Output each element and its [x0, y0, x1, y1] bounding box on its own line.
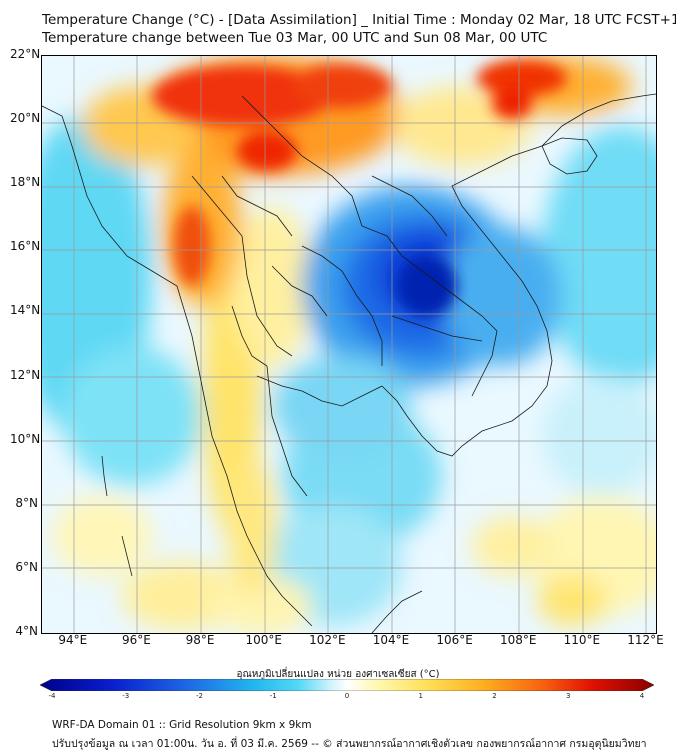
lat-tick-label: 12°N: [10, 367, 41, 382]
chart-subtitle: Temperature change between Tue 03 Mar, 0…: [42, 30, 548, 46]
lon-tick-label: 98°E: [185, 633, 215, 647]
lat-tick-label: 10°N: [10, 431, 41, 446]
lat-tick-label: 16°N: [10, 239, 41, 254]
footer-model-info: WRF-DA Domain 01 :: Grid Resolution 9km …: [52, 719, 312, 731]
footer-update-info: ปรับปรุงข้อมูล ณ เวลา 01:00น. วัน อ. ที่…: [52, 738, 647, 750]
colorbar-tick-label: 4: [639, 692, 645, 700]
lon-tick-label: 108°E: [499, 633, 537, 647]
lon-tick-label: 104°E: [372, 633, 410, 647]
lat-tick-label: 14°N: [10, 303, 41, 318]
colorbar-tick-label: -3: [122, 692, 130, 700]
lon-tick-label: 110°E: [563, 633, 601, 647]
colorbar-tick-label: -2: [196, 692, 203, 700]
lat-tick-label: 20°N: [10, 111, 41, 126]
colorbar-tick-label: 3: [566, 692, 571, 700]
lat-lon-grid: [42, 56, 656, 633]
colorbar: [40, 679, 654, 691]
lat-tick-label: 18°N: [10, 175, 41, 190]
lat-tick-label: 22°N: [10, 47, 41, 61]
colorbar-tick-label: -1: [269, 692, 277, 700]
lon-tick-label: 94°E: [58, 633, 88, 647]
colorbar-title: อุณหภูมิเปลี่ยนแปลง หน่วย องศาเซลเซียส (…: [236, 669, 440, 680]
temperature-change-map[interactable]: [41, 55, 657, 634]
colorbar-tick-label: 2: [492, 692, 497, 700]
lat-tick-label: 8°N: [15, 495, 38, 510]
lat-tick-label: 6°N: [15, 559, 38, 574]
chart-title: Temperature Change (°C) - [Data Assimila…: [42, 12, 676, 28]
lon-tick-label: 100°E: [245, 633, 282, 647]
lon-tick-label: 102°E: [309, 633, 346, 647]
lon-tick-label: 112°E: [627, 633, 664, 647]
colorbar-tick-label: 1: [418, 692, 423, 700]
lon-tick-label: 106°E: [436, 633, 473, 647]
lon-tick-label: 96°E: [122, 633, 151, 647]
country-borders: [42, 93, 656, 633]
colorbar-tick-label: 0: [344, 692, 350, 700]
colorbar-tick-label: -4: [48, 692, 56, 700]
lat-tick-label: 4°N: [15, 624, 38, 638]
